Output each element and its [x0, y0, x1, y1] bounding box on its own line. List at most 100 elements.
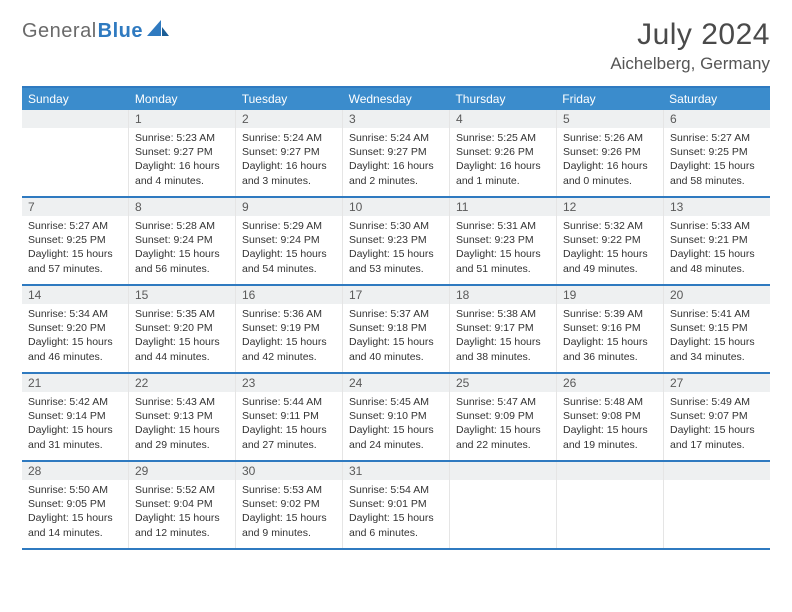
sunset-line: Sunset: 9:09 PM	[456, 409, 550, 423]
calendar-grid: SundayMondayTuesdayWednesdayThursdayFrid…	[22, 86, 770, 550]
day-number: 4	[450, 110, 556, 128]
brand-logo: GeneralBlue	[22, 18, 169, 44]
day-details: Sunrise: 5:33 AMSunset: 9:21 PMDaylight:…	[664, 216, 770, 282]
day-number	[22, 110, 128, 128]
daylight-line: Daylight: 15 hours and 34 minutes.	[670, 335, 764, 363]
day-cell: 7Sunrise: 5:27 AMSunset: 9:25 PMDaylight…	[22, 198, 129, 284]
sunrise-line: Sunrise: 5:48 AM	[563, 395, 657, 409]
sunset-line: Sunset: 9:23 PM	[349, 233, 443, 247]
day-cell: 26Sunrise: 5:48 AMSunset: 9:08 PMDayligh…	[557, 374, 664, 460]
brand-part2: Blue	[98, 20, 143, 43]
page-title: July 2024	[610, 18, 770, 52]
daylight-line: Daylight: 15 hours and 57 minutes.	[28, 247, 122, 275]
sunset-line: Sunset: 9:04 PM	[135, 497, 229, 511]
sunset-line: Sunset: 9:27 PM	[135, 145, 229, 159]
day-cell: 20Sunrise: 5:41 AMSunset: 9:15 PMDayligh…	[664, 286, 770, 372]
day-number: 6	[664, 110, 770, 128]
daylight-line: Daylight: 15 hours and 44 minutes.	[135, 335, 229, 363]
week-row: 7Sunrise: 5:27 AMSunset: 9:25 PMDaylight…	[22, 198, 770, 286]
sunset-line: Sunset: 9:22 PM	[563, 233, 657, 247]
day-cell: 22Sunrise: 5:43 AMSunset: 9:13 PMDayligh…	[129, 374, 236, 460]
day-number: 15	[129, 286, 235, 304]
day-number: 1	[129, 110, 235, 128]
sunset-line: Sunset: 9:25 PM	[28, 233, 122, 247]
day-number: 10	[343, 198, 449, 216]
daylight-line: Daylight: 15 hours and 6 minutes.	[349, 511, 443, 539]
sunrise-line: Sunrise: 5:24 AM	[349, 131, 443, 145]
day-details: Sunrise: 5:42 AMSunset: 9:14 PMDaylight:…	[22, 392, 128, 458]
day-details: Sunrise: 5:27 AMSunset: 9:25 PMDaylight:…	[664, 128, 770, 194]
day-details: Sunrise: 5:50 AMSunset: 9:05 PMDaylight:…	[22, 480, 128, 546]
day-cell: 30Sunrise: 5:53 AMSunset: 9:02 PMDayligh…	[236, 462, 343, 548]
day-cell: 1Sunrise: 5:23 AMSunset: 9:27 PMDaylight…	[129, 110, 236, 196]
dow-friday: Friday	[556, 88, 663, 110]
empty-cell	[664, 462, 770, 548]
dow-monday: Monday	[129, 88, 236, 110]
sunrise-line: Sunrise: 5:45 AM	[349, 395, 443, 409]
sunrise-line: Sunrise: 5:52 AM	[135, 483, 229, 497]
sunset-line: Sunset: 9:26 PM	[456, 145, 550, 159]
sunrise-line: Sunrise: 5:39 AM	[563, 307, 657, 321]
day-number: 7	[22, 198, 128, 216]
day-number: 13	[664, 198, 770, 216]
day-number: 19	[557, 286, 663, 304]
daylight-line: Daylight: 16 hours and 2 minutes.	[349, 159, 443, 187]
dow-wednesday: Wednesday	[343, 88, 450, 110]
sunset-line: Sunset: 9:07 PM	[670, 409, 764, 423]
sunrise-line: Sunrise: 5:27 AM	[670, 131, 764, 145]
day-details: Sunrise: 5:31 AMSunset: 9:23 PMDaylight:…	[450, 216, 556, 282]
day-cell: 28Sunrise: 5:50 AMSunset: 9:05 PMDayligh…	[22, 462, 129, 548]
day-number: 18	[450, 286, 556, 304]
daylight-line: Daylight: 15 hours and 36 minutes.	[563, 335, 657, 363]
day-cell: 8Sunrise: 5:28 AMSunset: 9:24 PMDaylight…	[129, 198, 236, 284]
sunset-line: Sunset: 9:27 PM	[242, 145, 336, 159]
day-details: Sunrise: 5:32 AMSunset: 9:22 PMDaylight:…	[557, 216, 663, 282]
sunset-line: Sunset: 9:05 PM	[28, 497, 122, 511]
daylight-line: Daylight: 15 hours and 49 minutes.	[563, 247, 657, 275]
daylight-line: Daylight: 15 hours and 54 minutes.	[242, 247, 336, 275]
daylight-line: Daylight: 15 hours and 40 minutes.	[349, 335, 443, 363]
day-cell: 4Sunrise: 5:25 AMSunset: 9:26 PMDaylight…	[450, 110, 557, 196]
day-number	[450, 462, 556, 480]
location-label: Aichelberg, Germany	[610, 54, 770, 74]
sunrise-line: Sunrise: 5:24 AM	[242, 131, 336, 145]
day-cell: 17Sunrise: 5:37 AMSunset: 9:18 PMDayligh…	[343, 286, 450, 372]
day-details: Sunrise: 5:34 AMSunset: 9:20 PMDaylight:…	[22, 304, 128, 370]
week-row: 28Sunrise: 5:50 AMSunset: 9:05 PMDayligh…	[22, 462, 770, 550]
sunrise-line: Sunrise: 5:49 AM	[670, 395, 764, 409]
daylight-line: Daylight: 15 hours and 51 minutes.	[456, 247, 550, 275]
daylight-line: Daylight: 15 hours and 31 minutes.	[28, 423, 122, 451]
daylight-line: Daylight: 15 hours and 58 minutes.	[670, 159, 764, 187]
day-cell: 21Sunrise: 5:42 AMSunset: 9:14 PMDayligh…	[22, 374, 129, 460]
sunset-line: Sunset: 9:23 PM	[456, 233, 550, 247]
dow-saturday: Saturday	[663, 88, 770, 110]
day-details: Sunrise: 5:47 AMSunset: 9:09 PMDaylight:…	[450, 392, 556, 458]
sunrise-line: Sunrise: 5:42 AM	[28, 395, 122, 409]
day-details: Sunrise: 5:25 AMSunset: 9:26 PMDaylight:…	[450, 128, 556, 194]
sunrise-line: Sunrise: 5:25 AM	[456, 131, 550, 145]
sunset-line: Sunset: 9:14 PM	[28, 409, 122, 423]
daylight-line: Daylight: 15 hours and 56 minutes.	[135, 247, 229, 275]
daylight-line: Daylight: 15 hours and 53 minutes.	[349, 247, 443, 275]
daylight-line: Daylight: 15 hours and 46 minutes.	[28, 335, 122, 363]
day-cell: 24Sunrise: 5:45 AMSunset: 9:10 PMDayligh…	[343, 374, 450, 460]
daylight-line: Daylight: 15 hours and 12 minutes.	[135, 511, 229, 539]
daylight-line: Daylight: 15 hours and 27 minutes.	[242, 423, 336, 451]
day-cell: 29Sunrise: 5:52 AMSunset: 9:04 PMDayligh…	[129, 462, 236, 548]
sunset-line: Sunset: 9:17 PM	[456, 321, 550, 335]
day-number: 8	[129, 198, 235, 216]
day-cell: 9Sunrise: 5:29 AMSunset: 9:24 PMDaylight…	[236, 198, 343, 284]
week-row: 14Sunrise: 5:34 AMSunset: 9:20 PMDayligh…	[22, 286, 770, 374]
sunset-line: Sunset: 9:19 PM	[242, 321, 336, 335]
sunset-line: Sunset: 9:26 PM	[563, 145, 657, 159]
sunset-line: Sunset: 9:21 PM	[670, 233, 764, 247]
day-details: Sunrise: 5:43 AMSunset: 9:13 PMDaylight:…	[129, 392, 235, 458]
day-details: Sunrise: 5:35 AMSunset: 9:20 PMDaylight:…	[129, 304, 235, 370]
sunrise-line: Sunrise: 5:43 AM	[135, 395, 229, 409]
sunrise-line: Sunrise: 5:29 AM	[242, 219, 336, 233]
day-number: 5	[557, 110, 663, 128]
sunset-line: Sunset: 9:20 PM	[135, 321, 229, 335]
day-number: 21	[22, 374, 128, 392]
sunset-line: Sunset: 9:08 PM	[563, 409, 657, 423]
day-number: 30	[236, 462, 342, 480]
